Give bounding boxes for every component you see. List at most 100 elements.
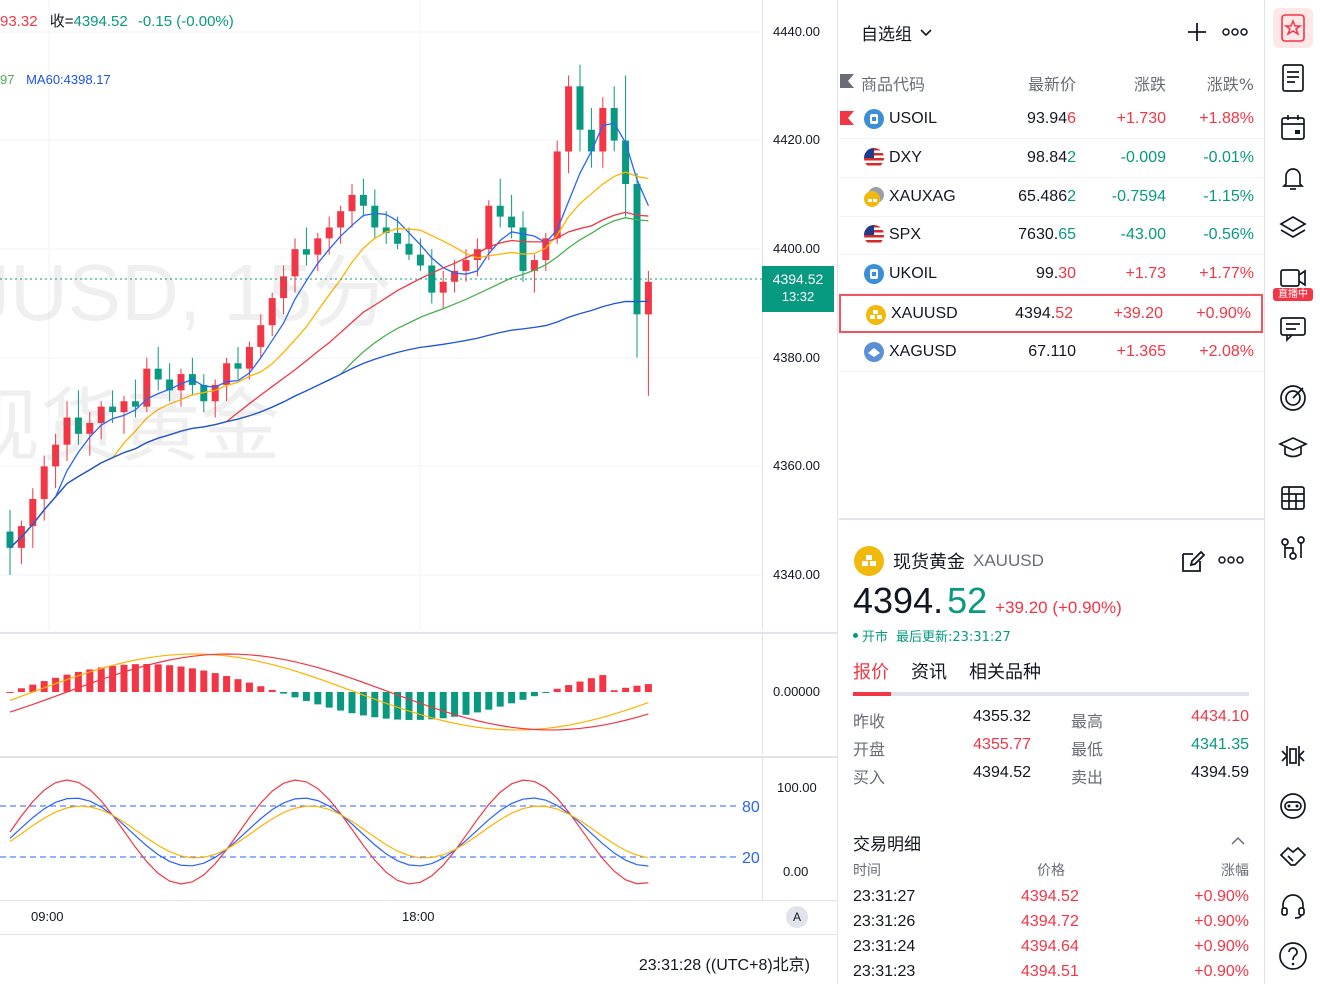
stat-label: 最高 (1071, 712, 1104, 731)
kdj-axis[interactable]: 100.00 0.00 (762, 756, 838, 900)
handshake-button[interactable] (1273, 836, 1313, 876)
bot-button[interactable] (1273, 786, 1313, 826)
watchlist-row-xauusd[interactable]: XAUUSD 4394.52 +39.20 +0.90% (839, 294, 1263, 333)
watchlist-row-dxy[interactable]: DXY 98.842 -0.009 -0.01% (839, 139, 1264, 178)
price-chart-pane[interactable]: JUSD, 15分 现货黄金 93.32 收=4394.52 -0.15 (-0… (0, 0, 762, 630)
candle-body (359, 194, 367, 206)
candle-body (622, 140, 630, 185)
chart-area[interactable]: JUSD, 15分 现货黄金 93.32 收=4394.52 -0.15 (-0… (0, 0, 838, 984)
layers-icon (1279, 216, 1307, 238)
macd-pane[interactable] (0, 632, 762, 754)
tab-news[interactable]: 资讯 (911, 662, 947, 683)
tab-related[interactable]: 相关品种 (969, 662, 1041, 683)
watchlist-row-spx[interactable]: SPX 7630.65 -43.00 -0.56% (839, 216, 1264, 256)
chat-button[interactable] (1273, 308, 1313, 348)
stat-value: 4434.10 (1191, 708, 1249, 725)
live-badge[interactable]: 直播中 (1273, 288, 1313, 301)
change: +1.730 (1116, 110, 1166, 127)
trades-header-time: 时间 (853, 863, 881, 879)
candle-body (52, 444, 60, 467)
edit-icon[interactable] (1180, 548, 1206, 574)
candle-body (599, 108, 607, 152)
trades-header[interactable]: 交易明细 (853, 830, 1249, 856)
help-button[interactable] (1273, 936, 1313, 976)
candle-body (291, 249, 299, 277)
oil-icon (863, 108, 884, 129)
last-price-value: 4394.52 (772, 271, 824, 287)
header-chg[interactable]: 涨跌 (1133, 75, 1166, 94)
macd-histogram-bar (587, 678, 595, 692)
calendar-button[interactable] (1273, 108, 1313, 148)
macd-histogram-bar (223, 675, 231, 692)
candlestick-chart[interactable] (0, 0, 762, 630)
macd-histogram-bar (154, 664, 162, 692)
macd-histogram-bar (439, 692, 447, 719)
candle-body (166, 379, 174, 391)
watchlist-button[interactable] (1273, 8, 1313, 48)
macd-histogram-bar (166, 665, 174, 692)
macd-histogram-bar (6, 692, 14, 693)
watchlist-header: 自选组 (839, 0, 1264, 62)
add-symbol-icon[interactable] (1187, 22, 1207, 42)
network-button[interactable] (1273, 528, 1313, 568)
time-axis[interactable]: 09:00 18:00 A (0, 900, 838, 934)
flag-icon[interactable] (839, 110, 855, 126)
candle-body (371, 205, 379, 228)
news-button[interactable] (1273, 58, 1313, 98)
layers-button[interactable] (1273, 208, 1313, 248)
header-last[interactable]: 最新价 (1027, 75, 1076, 94)
price-axis[interactable]: 4440.00 4420.00 4400.00 4380.00 4360.00 … (762, 0, 838, 630)
symbol-name: SPX (889, 226, 922, 244)
watchlist-row-ukoil[interactable]: UKOIL 99.30 +1.73 +1.77% (839, 255, 1264, 295)
oil-icon (863, 263, 884, 285)
tab-quote[interactable]: 报价 (853, 662, 889, 683)
candle-body (143, 368, 151, 407)
trade-change: +0.90% (1194, 888, 1249, 905)
macd-histogram-bar (633, 685, 641, 692)
education-button[interactable] (1273, 428, 1313, 468)
candle-body (245, 346, 253, 369)
macd-histogram-bar (416, 692, 424, 720)
target-button[interactable] (1273, 378, 1313, 418)
header-symbol[interactable]: 商品代码 (861, 75, 926, 94)
right-sidebar: 直播中 (1264, 0, 1320, 984)
candle-body (405, 243, 413, 255)
candle-body (234, 363, 242, 369)
alert-bell-button[interactable] (1273, 158, 1313, 198)
macd-axis[interactable]: 0.00000 (762, 632, 838, 754)
detail-symbol: XAUUSD (973, 551, 1044, 570)
clock[interactable]: 23:31:28 ((UTC+8)北京) (638, 957, 810, 974)
candle-body (223, 363, 231, 385)
macd-histogram-bar (462, 692, 470, 715)
dom-button[interactable] (1273, 736, 1313, 776)
watchlist-selector[interactable]: 自选组 (861, 20, 932, 45)
table-grid-button[interactable] (1273, 478, 1313, 518)
last-price: 99.30 (1035, 265, 1076, 283)
kdj-level-80: 80 (742, 799, 760, 816)
chevron-up-icon[interactable] (1231, 836, 1245, 845)
kdj-pane[interactable]: 80 20 (0, 756, 762, 900)
macd-histogram-bar (519, 692, 527, 700)
stat-label: 开盘 (853, 740, 886, 759)
more-icon[interactable] (1218, 556, 1244, 564)
watchlist-row-xagusd[interactable]: XAGUSD 67.110 +1.365 +2.08% (839, 333, 1264, 372)
stats-row: 昨收 4355.32 最高 4434.10 (853, 708, 1249, 734)
watchlist-row-xauxag[interactable]: XAUXAG 65.4862 -0.7594 -1.15% (839, 178, 1264, 217)
header-pct[interactable]: 涨跌% (1206, 75, 1254, 94)
watchlist-row-usoil[interactable]: USOIL 93.946 +1.730 +1.88% (839, 100, 1264, 139)
macd-histogram-bar (74, 671, 82, 692)
auto-scale-button[interactable]: A (786, 906, 808, 928)
help-icon (1279, 942, 1307, 970)
candle-body (633, 184, 641, 315)
more-icon[interactable] (1222, 28, 1248, 36)
live-video-button[interactable] (1273, 258, 1313, 298)
trades-title: 交易明细 (853, 835, 921, 855)
moving-average-line (9, 300, 649, 549)
flag-icon[interactable] (839, 73, 855, 89)
candle-body (74, 417, 82, 434)
trade-row: 23:31:27 4394.52 +0.90% (853, 888, 1249, 912)
headset-button[interactable] (1273, 886, 1313, 926)
trade-price: 4394.64 (1021, 938, 1079, 955)
trade-change: +0.90% (1194, 913, 1249, 930)
candle-body (86, 422, 94, 434)
